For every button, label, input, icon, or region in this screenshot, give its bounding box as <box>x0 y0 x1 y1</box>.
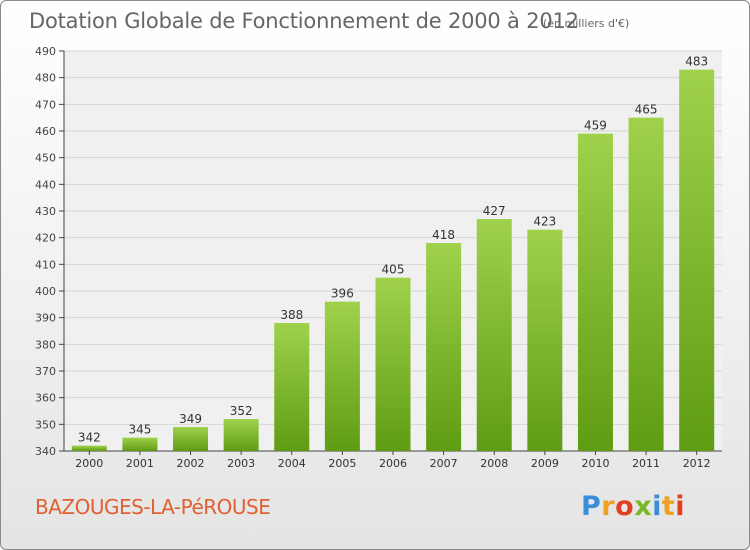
value-label-2005: 396 <box>331 287 354 301</box>
y-tick-label: 420 <box>35 232 56 245</box>
y-tick-label: 470 <box>35 98 56 111</box>
value-label-2004: 388 <box>280 308 303 322</box>
y-tick-label: 430 <box>35 205 56 218</box>
bar-2001 <box>122 437 158 451</box>
y-tick-label: 460 <box>35 125 56 138</box>
x-tick-label-2012: 2012 <box>683 457 711 470</box>
y-tick-label: 380 <box>35 338 56 351</box>
value-label-2003: 352 <box>230 404 253 418</box>
x-tick-label-2011: 2011 <box>632 457 660 470</box>
brand-letter: r <box>601 491 616 522</box>
bar-2002 <box>173 427 209 451</box>
brand-letter: i <box>675 491 686 522</box>
labels: 340 350 360 370 380 390 400 410 420 430 440 450 460 4… <box>35 45 711 470</box>
brand-letter: o <box>615 491 635 522</box>
y-tick-label: 350 <box>35 418 56 431</box>
value-label-2010: 459 <box>584 119 607 133</box>
bar-2004 <box>274 323 310 451</box>
bar-2009 <box>527 229 563 451</box>
y-tick-label: 390 <box>35 312 56 325</box>
x-tick-label-2010: 2010 <box>581 457 609 470</box>
bar-2010 <box>577 133 613 451</box>
bar-2006 <box>375 277 411 451</box>
value-label-2012: 483 <box>685 55 708 69</box>
x-tick-label-2003: 2003 <box>227 457 255 470</box>
x-tick-label-2007: 2007 <box>430 457 458 470</box>
y-tick-label: 400 <box>35 285 56 298</box>
x-tick-label-2008: 2008 <box>480 457 508 470</box>
y-tick-label: 410 <box>35 258 56 271</box>
value-label-2009: 423 <box>533 215 556 229</box>
brand-letter: i <box>652 491 662 522</box>
brand-letter: t <box>661 491 676 522</box>
x-tick-label-2002: 2002 <box>177 457 205 470</box>
value-label-2007: 418 <box>432 228 455 242</box>
y-tick-label: 490 <box>35 45 56 58</box>
bar-2011 <box>628 117 664 452</box>
proxiti-logo: Proxiti <box>581 491 685 522</box>
brand-letter: x <box>634 491 653 522</box>
value-label-2002: 349 <box>179 412 202 426</box>
bar-2012 <box>679 69 715 452</box>
x-tick-label-2001: 2001 <box>126 457 154 470</box>
value-label-2008: 427 <box>483 204 506 218</box>
bar-2007 <box>426 243 462 451</box>
bars <box>71 69 715 452</box>
x-tick-label-2004: 2004 <box>278 457 306 470</box>
y-tick-label: 450 <box>35 152 56 165</box>
value-label-2011: 465 <box>635 103 658 117</box>
value-label-2000: 342 <box>78 431 101 445</box>
x-tick-label-2000: 2000 <box>75 457 103 470</box>
bar-2003 <box>223 419 259 451</box>
brand-letter: P <box>581 491 602 522</box>
bar-2000 <box>71 445 107 451</box>
x-tick-label-2005: 2005 <box>328 457 356 470</box>
chart-unit: (en milliers d'€) <box>543 17 630 30</box>
bar-2005 <box>324 301 360 451</box>
y-tick-label: 370 <box>35 365 56 378</box>
y-tick-label: 440 <box>35 178 56 191</box>
y-tick-label: 360 <box>35 392 56 405</box>
bar-2008 <box>476 219 512 451</box>
commune-name: BAZOUGES-LA-PéROUSE <box>35 495 271 519</box>
x-tick-label-2009: 2009 <box>531 457 559 470</box>
value-label-2006: 405 <box>382 263 405 277</box>
y-tick-label: 480 <box>35 72 56 85</box>
x-tick-label-2006: 2006 <box>379 457 407 470</box>
value-label-2001: 345 <box>128 423 151 437</box>
chart-title: Dotation Globale de Fonctionnement de 20… <box>29 9 579 33</box>
y-tick-label: 340 <box>35 445 56 458</box>
